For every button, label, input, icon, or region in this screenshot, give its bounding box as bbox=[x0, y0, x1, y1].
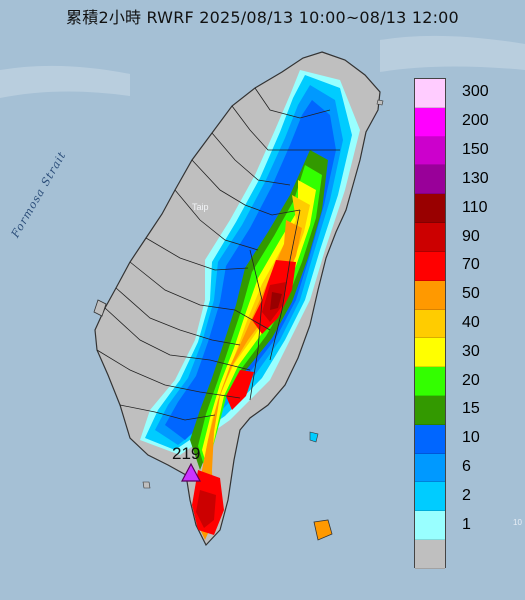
legend-swatch bbox=[415, 367, 445, 396]
legend-label: 150 bbox=[462, 141, 489, 159]
legend-swatch bbox=[415, 338, 445, 368]
legend-label: 1 bbox=[462, 515, 471, 533]
legend-swatch bbox=[415, 194, 445, 224]
legend-label: 130 bbox=[462, 169, 489, 187]
county-boundaries bbox=[96, 87, 340, 421]
legend-swatch bbox=[415, 511, 445, 540]
rainfall-legend bbox=[414, 78, 446, 569]
legend-label: 2 bbox=[462, 486, 471, 504]
rainfall-overlay bbox=[140, 70, 360, 540]
edge-label: 10 bbox=[513, 518, 522, 527]
green-island bbox=[309, 431, 319, 443]
legend-swatch bbox=[415, 540, 445, 569]
orchid-island bbox=[313, 519, 333, 541]
northeast-islet bbox=[376, 99, 384, 106]
legend-swatch bbox=[415, 424, 445, 454]
legend-label: 300 bbox=[462, 83, 489, 101]
legend-swatch bbox=[415, 453, 445, 483]
rain-zone-90mm bbox=[196, 490, 216, 528]
legend-swatch bbox=[415, 482, 445, 512]
legend-label: 70 bbox=[462, 256, 480, 274]
penghu-islands bbox=[93, 299, 107, 317]
legend-swatch bbox=[415, 223, 445, 252]
city-label: Taip bbox=[192, 202, 209, 212]
legend-label: 20 bbox=[462, 371, 480, 389]
legend-label: 15 bbox=[462, 400, 480, 418]
legend-swatch bbox=[415, 395, 445, 425]
legend-label: 90 bbox=[462, 227, 480, 245]
legend-label: 10 bbox=[462, 429, 480, 447]
legend-label: 110 bbox=[462, 198, 488, 216]
legend-label: 50 bbox=[462, 285, 480, 303]
legend-swatch bbox=[415, 79, 445, 108]
legend-swatch bbox=[415, 136, 445, 166]
legend-swatch bbox=[415, 165, 445, 195]
peak-rainfall-value: 219 bbox=[172, 444, 201, 463]
legend-label: 6 bbox=[462, 458, 471, 476]
legend-label: 30 bbox=[462, 342, 480, 360]
legend-swatch bbox=[415, 309, 445, 339]
legend-swatch bbox=[415, 107, 445, 137]
cloud-streak bbox=[380, 35, 525, 72]
legend-label: 40 bbox=[462, 314, 480, 331]
rain-zone-110mm bbox=[270, 292, 282, 310]
legend-label: 200 bbox=[462, 112, 489, 130]
rain-zone-70mm bbox=[226, 370, 254, 410]
map-title: 累積2小時 RWRF 2025/08/13 10:00~08/13 12:00 bbox=[66, 8, 459, 27]
legend-swatch bbox=[415, 280, 445, 310]
legend-swatch bbox=[415, 251, 445, 281]
liuqiu-island bbox=[142, 481, 151, 489]
cloud-streak bbox=[0, 65, 130, 98]
peak-marker-icon bbox=[181, 462, 201, 482]
